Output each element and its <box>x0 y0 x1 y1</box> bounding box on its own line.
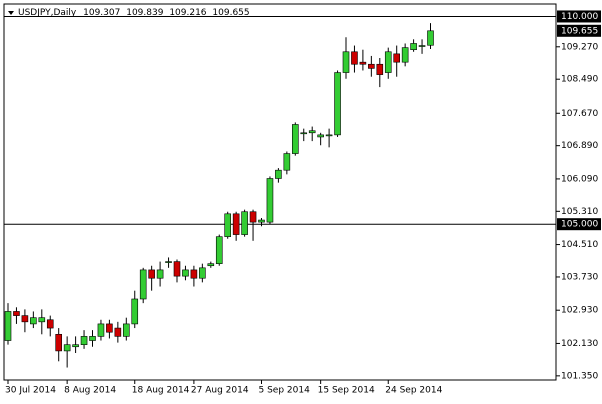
candle-body <box>351 51 358 65</box>
candle-body <box>72 344 79 348</box>
candle-body <box>106 323 113 333</box>
candle-body <box>249 211 257 223</box>
candle-body <box>427 30 434 46</box>
candle-body <box>38 317 46 323</box>
candle-body <box>368 63 375 69</box>
candle-body <box>325 134 333 137</box>
y-tick-label: 104.510 <box>561 240 598 250</box>
y-tick-label: 106.890 <box>561 141 598 151</box>
candle-body <box>148 269 155 279</box>
x-tick-label: 8 Aug 2014 <box>64 386 116 396</box>
candle-body <box>21 315 29 323</box>
level-label-box <box>557 10 601 23</box>
candle-body <box>258 219 265 223</box>
candle-body <box>384 51 392 73</box>
candle-body <box>359 61 367 65</box>
candle-body <box>376 63 384 75</box>
candle-body <box>291 124 299 154</box>
y-tick-label: 102.930 <box>561 306 598 316</box>
candle-body <box>418 45 426 47</box>
candle-body <box>401 47 409 63</box>
candle-body <box>123 323 130 337</box>
candle-body <box>131 298 139 325</box>
candle-body <box>89 336 96 341</box>
candle-body <box>342 51 350 73</box>
x-tick-label: 24 Sep 2014 <box>385 386 442 396</box>
price-label-box <box>557 24 601 37</box>
candle-body <box>334 72 341 136</box>
candle-body <box>393 53 401 63</box>
candle-body <box>30 317 37 325</box>
y-tick-label: 105.310 <box>561 207 598 217</box>
candle-body <box>241 211 248 235</box>
title-low: 109.216 <box>169 8 206 18</box>
candle-body <box>266 178 274 223</box>
x-tick-label: 30 Jul 2014 <box>5 386 56 396</box>
candle-body <box>207 263 215 267</box>
plot-frame <box>3 3 557 381</box>
x-tick-label: 15 Sep 2014 <box>318 386 375 396</box>
candle-body <box>46 319 54 329</box>
candle-body <box>114 327 122 337</box>
candle-body <box>63 344 71 352</box>
y-tick-label: 109.270 <box>561 42 598 52</box>
symbol: USDJPY,Daily <box>18 8 77 18</box>
candle-body <box>232 213 240 235</box>
candle-body <box>97 323 105 337</box>
candle-body <box>224 213 231 237</box>
candle-body <box>4 311 12 341</box>
level-label: 105.000 <box>561 220 598 230</box>
candle-body <box>55 333 63 352</box>
candle-body <box>80 336 88 345</box>
y-tick-label: 108.490 <box>561 75 598 85</box>
candle-body <box>139 269 147 300</box>
y-tick-label: 106.090 <box>561 174 598 184</box>
candle-body <box>275 169 282 179</box>
candle-body <box>156 269 164 279</box>
price-label: 109.655 <box>561 26 598 36</box>
candle-body <box>182 269 189 277</box>
chart-title: USDJPY,Daily 109.307 109.839 109.216 109… <box>18 8 250 18</box>
y-tick-label: 103.730 <box>561 272 598 282</box>
x-tick-label: 27 Aug 2014 <box>191 386 249 396</box>
candle-body <box>13 311 20 316</box>
title-close: 109.655 <box>212 8 249 18</box>
x-tick-label: 18 Aug 2014 <box>132 386 190 396</box>
level-label-box <box>557 218 601 231</box>
candle-body <box>165 261 172 263</box>
candle-body <box>173 261 181 277</box>
candle-body <box>190 269 198 279</box>
candle-body <box>300 132 308 135</box>
y-tick-label: 107.670 <box>561 109 598 119</box>
candle-body <box>410 43 417 51</box>
x-tick-label: 5 Sep 2014 <box>259 386 311 396</box>
title-high: 109.839 <box>126 8 163 18</box>
candle-body <box>317 134 324 138</box>
y-tick-label: 101.350 <box>561 371 598 381</box>
candle-body <box>308 130 316 134</box>
title-open: 109.307 <box>83 8 120 18</box>
title-icon <box>8 11 14 15</box>
candle-body <box>215 236 223 264</box>
candle-body <box>283 153 291 171</box>
level-label: 110.000 <box>561 12 598 22</box>
candle-body <box>199 267 206 279</box>
y-tick-label: 102.130 <box>561 339 598 349</box>
